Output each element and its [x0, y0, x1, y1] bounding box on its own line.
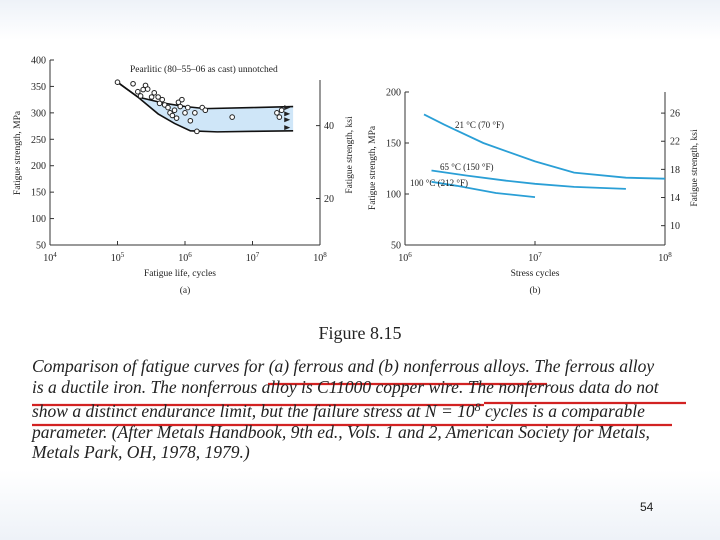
panel-b-series-label: 65 °C (150 °F): [440, 162, 493, 172]
panel-a-x-tick-label: 106: [178, 251, 192, 264]
panel-b-series-label: 100 °C (212 °F): [410, 178, 468, 188]
panel-a-y-tick-label: 200: [31, 161, 46, 172]
figure-caption: Comparison of fatigue curves for (a) fer…: [32, 356, 692, 463]
panel-b-y-tick-label: 100: [386, 190, 401, 201]
panel-a-x-tick-label: 107: [246, 251, 260, 264]
panel-a-data-point: [278, 107, 285, 114]
panel-a-data-point: [130, 80, 136, 87]
panel-a-data-point: [276, 114, 283, 120]
panel-a-x-tick-label: 105: [111, 251, 125, 264]
caption-exponent: 8: [474, 400, 481, 414]
caption-line-4: parameter. (After Metals Handbook, 9th e…: [32, 421, 650, 442]
panel-a-data-point: [114, 79, 121, 85]
panel-b-y2-tick-label: 18: [670, 165, 680, 176]
panel-b-y-tick-label: 50: [391, 241, 401, 252]
panel-b-series-line: [431, 180, 536, 198]
caption-line-5: Metals Park, OH, 1978, 1979.): [32, 442, 250, 462]
panel-a-y2-tick-label: 20: [324, 194, 334, 205]
panel-a-data-point: [165, 104, 171, 111]
panel-a-band-lower-curve: [117, 81, 294, 133]
panel-b-series-line: [431, 169, 626, 190]
panel-a-label: (a): [180, 285, 191, 296]
panel-b-label: (b): [529, 285, 540, 296]
panel-a-data-point: [155, 94, 161, 100]
panel-a-data-point: [182, 110, 188, 116]
panel-a-data-point: [274, 110, 280, 116]
panel-a-data-point: [135, 88, 141, 95]
panel-a-runout-arrow: [284, 105, 291, 111]
panel-a-data-point: [187, 117, 194, 124]
panel-a-data-point: [137, 93, 144, 99]
figure-title: Figure 8.15: [318, 323, 402, 343]
panel-a-data-point: [156, 100, 163, 107]
caption-line-3-start: show a distinct endurance limit, but the…: [32, 401, 475, 421]
panel-b-x-tick-label: 107: [528, 251, 542, 264]
panel-b-y2-tick-label: 10: [670, 221, 680, 232]
panel-b-y2-tick-label: 14: [670, 193, 680, 204]
panel-a-runout-arrow: [284, 117, 291, 123]
caption-line-3: show a distinct endurance limit, but the…: [32, 397, 692, 422]
panel-b-y2-label: Fatigue strength, ksi: [690, 129, 700, 207]
panel-a-data-point: [194, 128, 200, 135]
panel-a-y-tick-label: 300: [31, 108, 46, 119]
page-number: 54: [640, 500, 654, 514]
panel-a-runout-arrow: [284, 111, 291, 117]
panel-a-data-point: [192, 110, 198, 116]
panel-a-x-tick-label: 108: [313, 251, 327, 264]
panel-a-data-point: [184, 104, 191, 111]
panel-a-data-point: [229, 114, 235, 120]
panel-a-y-tick-label: 150: [31, 188, 46, 199]
panel-a-y-tick-label: 350: [31, 82, 46, 93]
panel-a-y-tick-label: 100: [31, 214, 46, 225]
panel-b-y-tick-label: 200: [386, 88, 401, 99]
panel-a-data-point: [151, 89, 158, 96]
panel-b-y2-tick-label: 26: [670, 109, 680, 120]
panel-b-x-tick-label: 108: [658, 251, 672, 264]
panel-a-x-label: Fatigue life, cycles: [144, 268, 216, 279]
panel-b-x-label: Stress cycles: [511, 269, 560, 279]
panel-b-y2-tick-label: 22: [670, 137, 680, 148]
panel-a-y-tick-label: 250: [31, 135, 46, 146]
panel-a-data-point: [169, 112, 176, 119]
panel-b-y-tick-label: 150: [386, 139, 401, 150]
panel-a-y2-label: Fatigue strength, ksi: [345, 116, 355, 194]
panel-a-y-tick-label: 400: [31, 56, 46, 67]
panel-b-series-label: 21 °C (70 °F): [455, 120, 504, 130]
panel-a-data-point: [148, 94, 155, 100]
caption-line-1: Comparison of fatigue curves for (a) fer…: [32, 356, 655, 376]
panel-a-runout-arrow: [284, 125, 291, 131]
panel-b-y-label: Fatigue strength, MPa: [368, 125, 378, 210]
caption-line-2: is a ductile iron. The nonferrous alloy …: [32, 376, 659, 397]
panel-a-y-label: Fatigue strength, MPa: [13, 110, 23, 195]
panel-a-x-tick-label: 104: [43, 251, 57, 264]
panel-a-annotation: Pearlitic (80–55–06 as cast) unnotched: [130, 64, 278, 75]
panel-a-data-point: [177, 103, 184, 110]
panel-a-data-point: [171, 107, 178, 114]
panel-a-data-point: [179, 96, 185, 103]
panel-a-data-point: [144, 86, 151, 92]
panel-b-series-line: [423, 113, 666, 180]
panel-a-data-point: [159, 96, 166, 103]
caption-line-3-end: cycles is a comparable: [480, 401, 645, 421]
panel-a-y2-tick-label: 40: [324, 121, 334, 132]
panel-a-data-point: [173, 115, 180, 121]
panel-a-data-point: [202, 107, 209, 114]
panel-a-scatter-band: [117, 82, 294, 132]
panel-b-x-tick-label: 106: [398, 251, 412, 264]
panel-a-y-tick-label: 50: [36, 241, 46, 252]
